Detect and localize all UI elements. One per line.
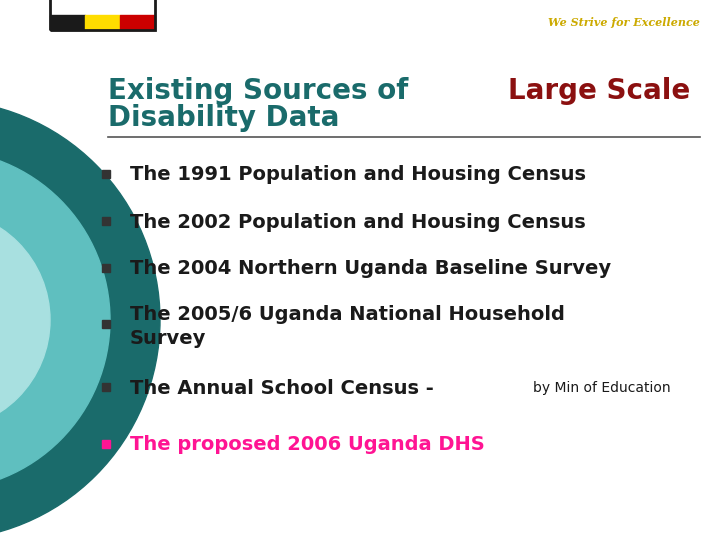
Circle shape xyxy=(0,150,110,490)
Circle shape xyxy=(0,100,160,540)
Bar xyxy=(102,383,110,391)
Text: We Strive for Excellence: We Strive for Excellence xyxy=(548,17,700,28)
Bar xyxy=(85,15,120,30)
Text: Survey: Survey xyxy=(130,328,207,348)
Bar xyxy=(50,0,155,15)
Bar xyxy=(102,217,110,225)
Bar xyxy=(102,320,110,328)
Text: by Min of Education: by Min of Education xyxy=(533,381,670,395)
Text: Large Scale: Large Scale xyxy=(508,77,690,105)
Circle shape xyxy=(0,210,50,430)
Text: Existing Sources of: Existing Sources of xyxy=(108,77,418,105)
Bar xyxy=(102,264,110,272)
Bar xyxy=(102,170,110,178)
Bar xyxy=(50,15,85,30)
Text: The 2004 Northern Uganda Baseline Survey: The 2004 Northern Uganda Baseline Survey xyxy=(130,260,611,279)
Bar xyxy=(102,440,110,448)
Text: Disability Data: Disability Data xyxy=(108,104,339,132)
Text: The 2002 Population and Housing Census: The 2002 Population and Housing Census xyxy=(130,213,586,232)
Bar xyxy=(120,15,155,30)
Bar xyxy=(50,0,155,30)
Text: The proposed 2006 Uganda DHS: The proposed 2006 Uganda DHS xyxy=(130,435,485,455)
Text: The Annual School Census -: The Annual School Census - xyxy=(130,379,441,397)
Text: The 2005/6 Uganda National Household: The 2005/6 Uganda National Household xyxy=(130,305,565,323)
Text: The 1991 Population and Housing Census: The 1991 Population and Housing Census xyxy=(130,165,586,185)
Text: UBOS: UBOS xyxy=(59,0,146,4)
